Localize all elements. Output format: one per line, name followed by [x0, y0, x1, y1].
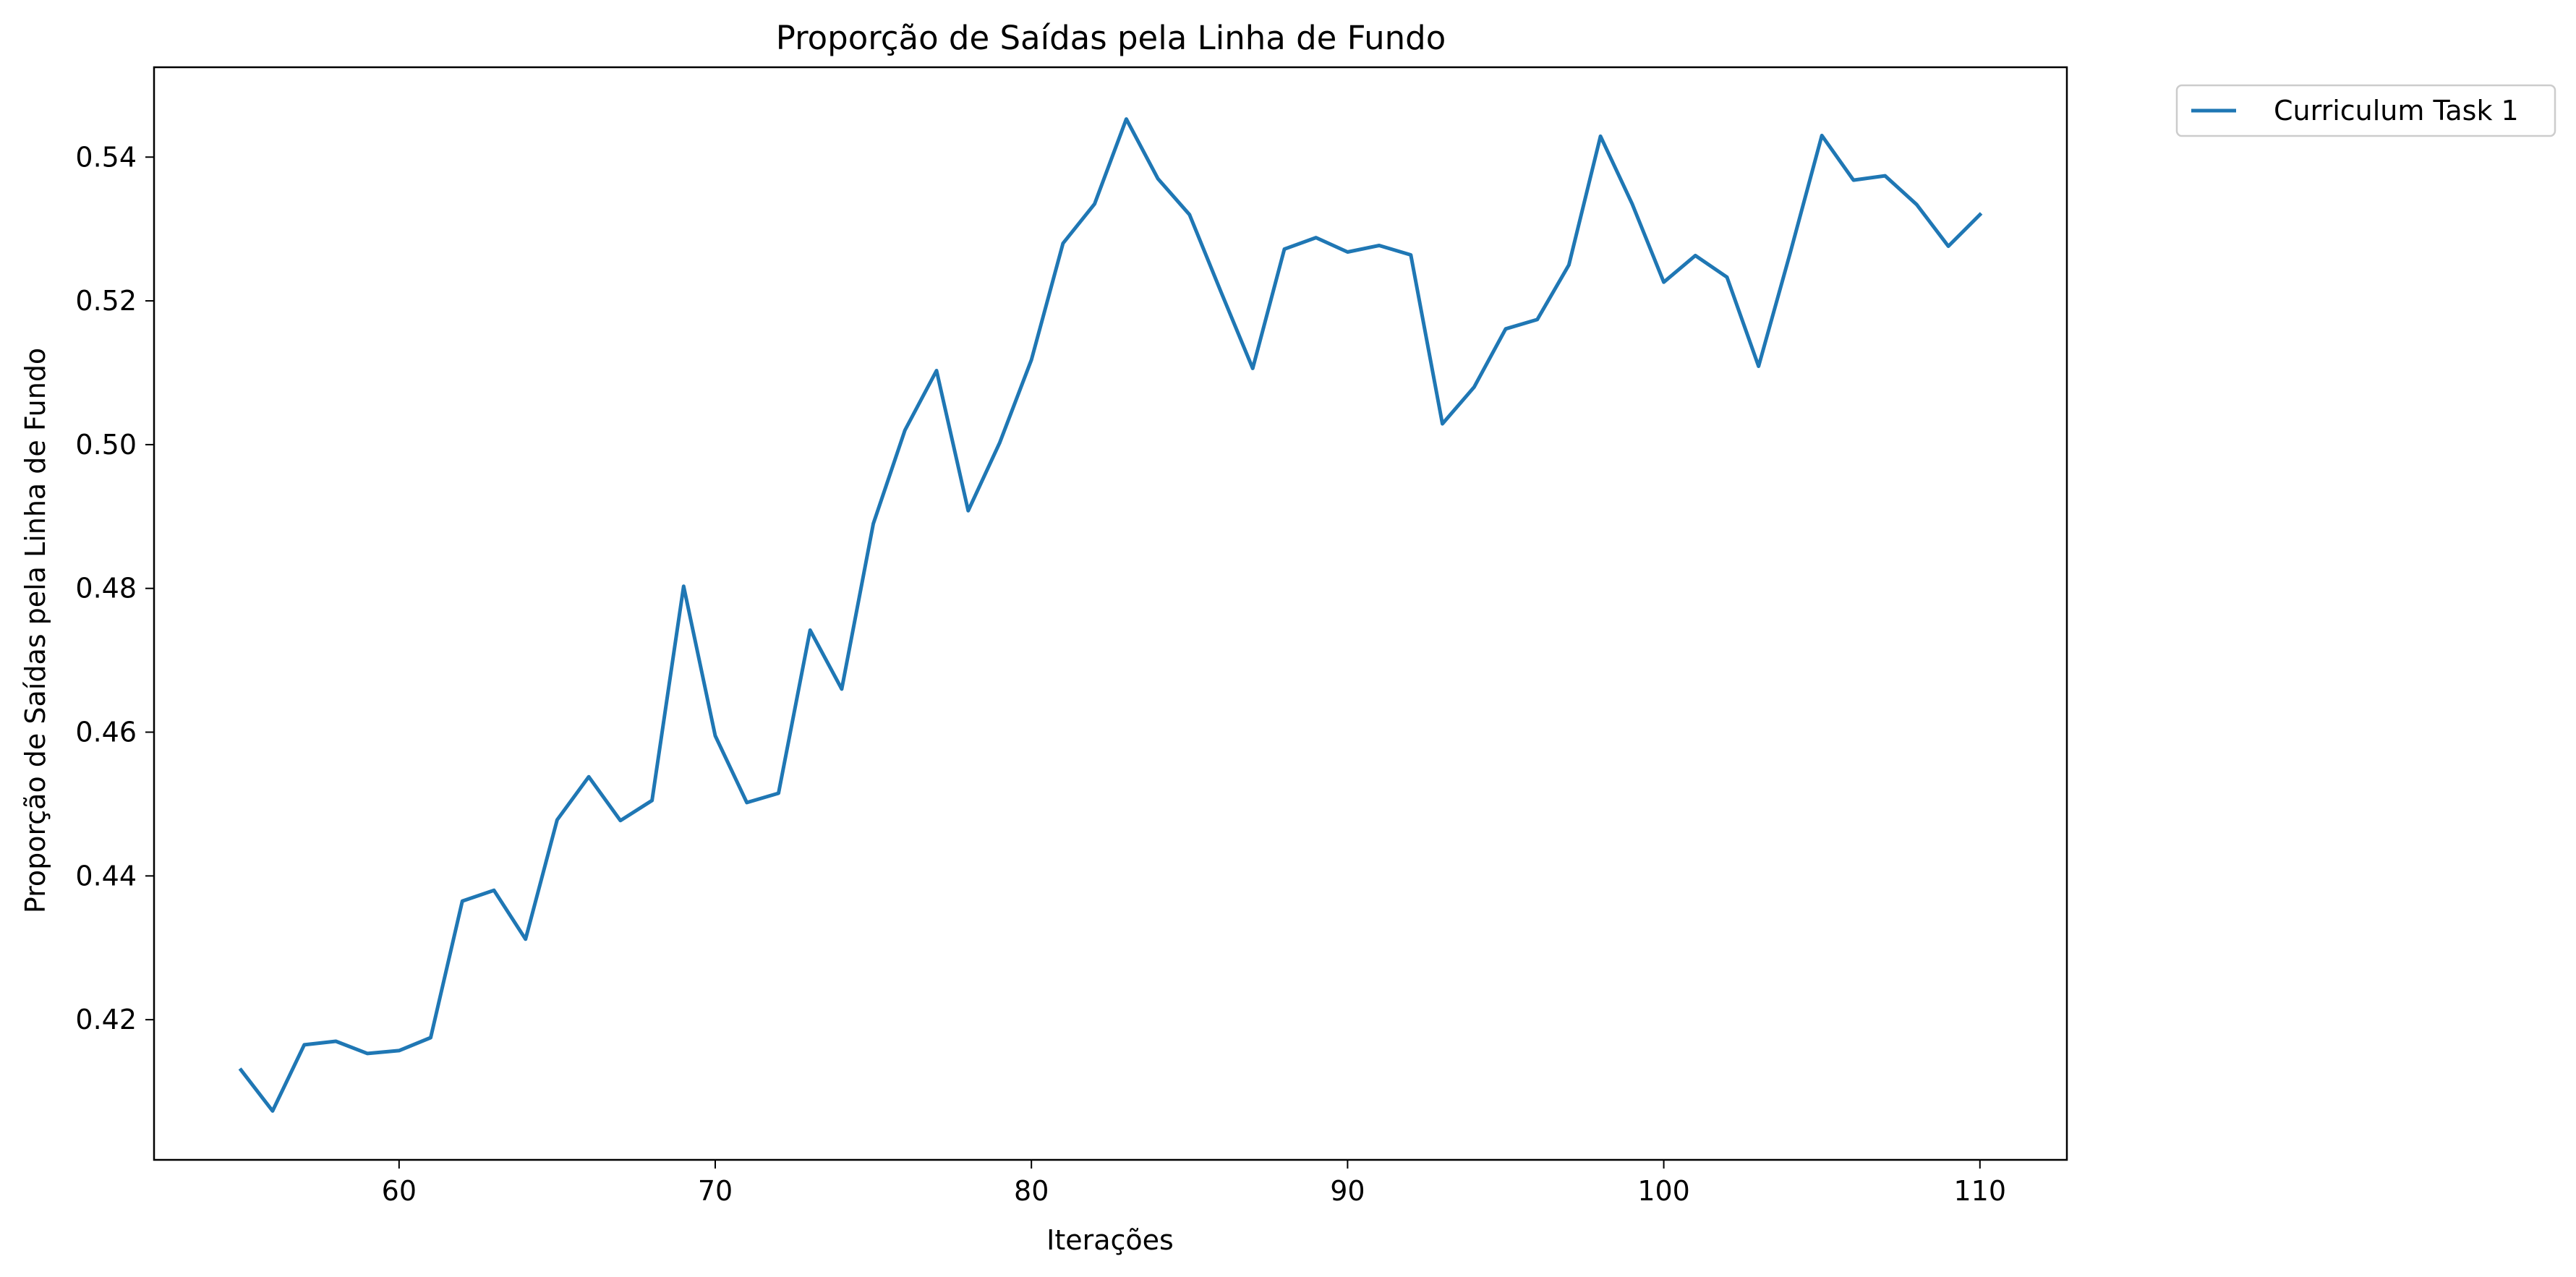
x-tick-label: 80 [1014, 1175, 1049, 1207]
y-tick-label: 0.48 [75, 573, 137, 605]
x-tick-label: 90 [1330, 1175, 1365, 1207]
y-tick-label: 0.54 [75, 141, 137, 173]
plot-frame [153, 66, 2068, 1161]
y-tick-label: 0.50 [75, 429, 137, 461]
x-tick-label: 60 [382, 1175, 417, 1207]
x-axis-label: Iterações [1046, 1224, 1174, 1256]
legend-frame [2175, 84, 2556, 137]
legend-entry: Curriculum Task 1 [2274, 95, 2519, 127]
legend: Curriculum Task 1 [2175, 84, 2556, 137]
x-axis: 60 70 80 90 100 110 [382, 1160, 2006, 1207]
y-axis: 0.42 0.44 0.46 0.48 0.50 0.52 0.54 [75, 141, 154, 1035]
series-group [238, 117, 1983, 1113]
series-line [238, 117, 1983, 1113]
y-tick-label: 0.46 [75, 717, 137, 748]
y-axis-label: Proporção de Saídas pela Linha de Fundo [20, 348, 51, 913]
plot-area [153, 66, 2068, 1161]
x-tick-label: 70 [698, 1175, 733, 1207]
x-tick-label: 110 [1954, 1175, 2007, 1207]
x-tick-label: 100 [1637, 1175, 1690, 1207]
chart-title: Proporção de Saídas pela Linha de Fundo [776, 19, 1446, 57]
y-tick-label: 0.42 [75, 1004, 137, 1035]
y-tick-label: 0.52 [75, 285, 137, 317]
y-tick-label: 0.44 [75, 860, 137, 892]
